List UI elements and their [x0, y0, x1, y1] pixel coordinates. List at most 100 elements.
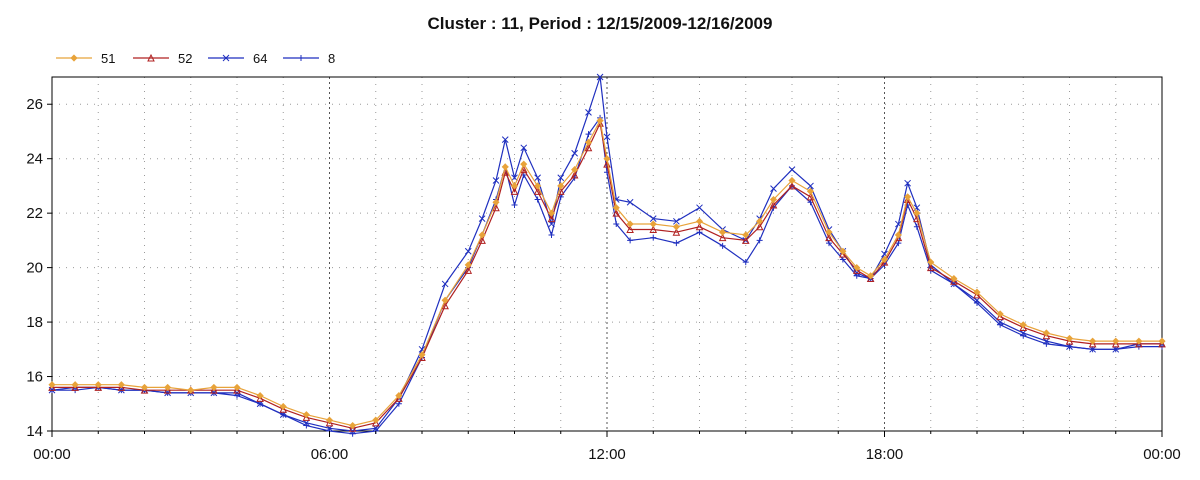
data-point — [1019, 321, 1027, 329]
data-point — [187, 386, 195, 394]
data-point — [880, 255, 889, 264]
data-point — [880, 258, 889, 266]
data-point — [71, 383, 79, 391]
data-point — [418, 351, 426, 359]
data-point — [222, 54, 230, 62]
data-point — [996, 310, 1004, 318]
data-point — [548, 231, 555, 238]
data-point — [673, 240, 680, 247]
data-point — [672, 228, 681, 236]
data-point — [233, 383, 241, 391]
data-point — [256, 392, 264, 400]
data-point — [756, 237, 763, 244]
legend-label: 51 — [101, 51, 115, 66]
data-point — [140, 383, 149, 391]
legend-label: 64 — [253, 51, 267, 66]
data-point — [1043, 340, 1050, 347]
data-point — [950, 274, 958, 283]
data-point — [742, 259, 749, 266]
data-point — [649, 220, 657, 228]
data-point — [825, 233, 833, 242]
legend-item-52: 52 — [133, 51, 192, 66]
data-point — [492, 177, 500, 184]
data-point — [571, 166, 579, 174]
data-point — [302, 411, 310, 419]
data-point — [769, 195, 778, 204]
y-tick-label: 20 — [26, 260, 43, 277]
data-point — [649, 215, 657, 222]
data-point — [570, 170, 579, 179]
data-point — [547, 209, 556, 217]
legend-label: 8 — [328, 51, 335, 66]
data-point — [603, 133, 611, 141]
data-point — [1019, 323, 1028, 332]
data-point — [511, 201, 518, 208]
data-point — [825, 228, 833, 236]
data-point — [806, 192, 815, 201]
data-point — [755, 222, 764, 231]
y-tick-label: 14 — [26, 423, 43, 440]
data-point — [1088, 339, 1097, 348]
data-point — [534, 174, 541, 182]
data-point — [1089, 337, 1097, 345]
data-point — [298, 55, 304, 61]
y-tick-label: 18 — [26, 314, 43, 331]
data-point — [585, 109, 592, 116]
data-point — [807, 182, 814, 190]
data-point — [1135, 337, 1143, 345]
data-point — [853, 264, 861, 272]
data-point — [1135, 339, 1143, 348]
legend-item-64: 64 — [208, 51, 267, 66]
data-point — [395, 392, 403, 400]
data-point — [71, 381, 79, 389]
legend-item-51: 51 — [56, 51, 115, 66]
data-point — [510, 182, 519, 190]
data-point — [557, 174, 565, 182]
data-point — [719, 228, 727, 236]
data-point — [1042, 331, 1051, 340]
data-point — [996, 312, 1004, 321]
data-point — [441, 301, 449, 310]
data-point — [478, 236, 486, 244]
data-point — [719, 242, 726, 249]
data-point — [867, 272, 875, 280]
data-point — [464, 247, 472, 255]
data-point — [1112, 337, 1120, 345]
data-point — [70, 54, 78, 62]
data-point — [519, 165, 528, 174]
data-point — [372, 416, 380, 424]
grid — [52, 77, 1162, 431]
data-point — [839, 247, 847, 255]
data-point — [325, 418, 334, 427]
legend-item-8: 8 — [283, 51, 335, 66]
data-point — [349, 421, 357, 430]
data-point — [279, 402, 287, 411]
series-52 — [48, 119, 1166, 432]
data-point — [1158, 339, 1166, 348]
data-point — [626, 198, 634, 206]
chart-title: Cluster : 11, Period : 12/15/2009-12/16/… — [427, 14, 773, 33]
data-point — [520, 160, 528, 168]
data-point — [584, 143, 593, 152]
data-point — [571, 149, 578, 157]
data-point — [1065, 337, 1074, 345]
data-point — [233, 386, 241, 394]
data-point — [441, 280, 449, 288]
data-point — [626, 225, 634, 233]
data-point — [279, 405, 288, 413]
data-point — [1042, 329, 1050, 337]
data-point — [534, 196, 541, 203]
data-point — [585, 131, 592, 138]
data-point — [164, 383, 172, 391]
x-tick-label: 00:00 — [33, 446, 71, 463]
data-point — [501, 136, 509, 143]
x-tick-label: 06:00 — [311, 446, 349, 463]
data-point — [649, 225, 658, 233]
data-point — [163, 386, 172, 394]
data-point — [788, 176, 796, 185]
data-point — [303, 422, 310, 429]
data-point — [534, 182, 542, 190]
data-point — [478, 215, 486, 222]
data-point — [596, 73, 604, 81]
data-point — [973, 288, 981, 296]
